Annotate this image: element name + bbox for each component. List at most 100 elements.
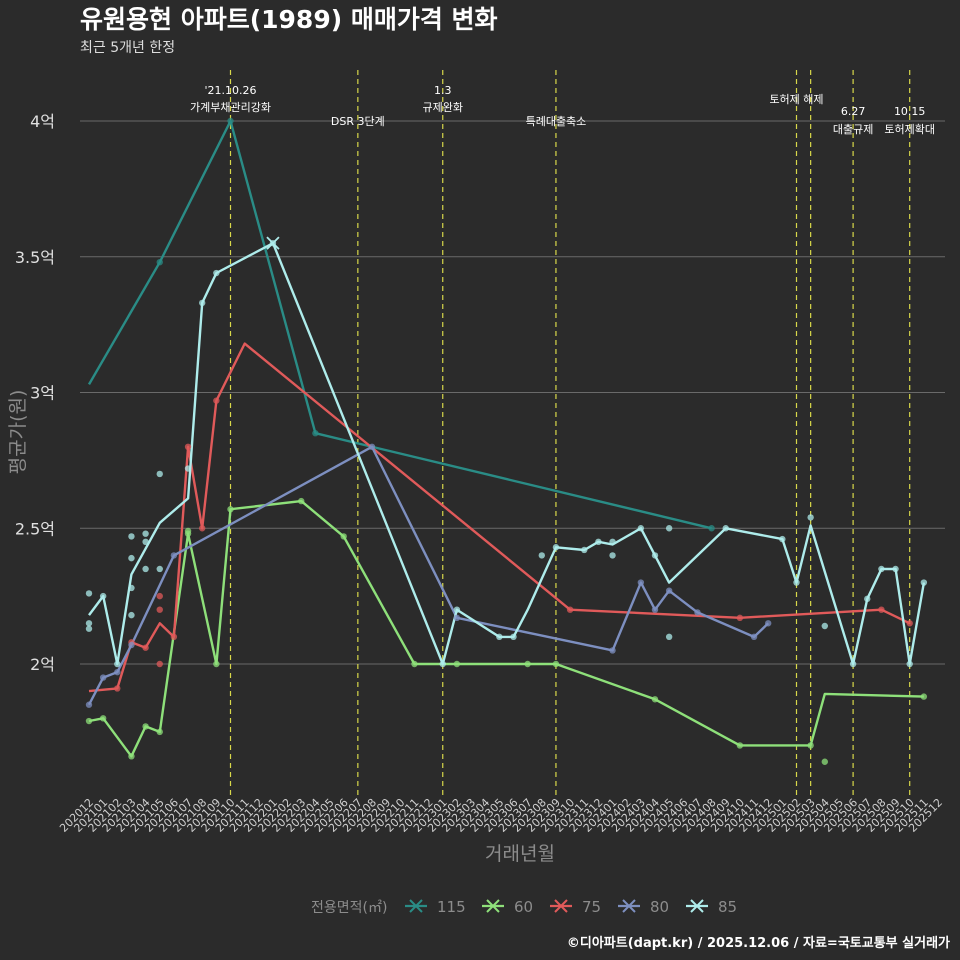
data-point-85 xyxy=(538,552,545,559)
legend-label: 80 xyxy=(650,898,669,916)
y-axis-ticks: 2억 2.5억 3억 3.5억 4억 xyxy=(15,112,55,674)
data-point-85 xyxy=(99,592,107,600)
data-point-115 xyxy=(227,117,234,125)
data-point-85 xyxy=(595,538,602,546)
data-point-80 xyxy=(651,606,659,613)
data-point-85 xyxy=(637,525,645,532)
data-point-85 xyxy=(665,525,673,532)
data-point-60 xyxy=(85,717,93,725)
data-point-85 xyxy=(864,595,871,603)
data-point-60 xyxy=(736,742,744,749)
data-point-60 xyxy=(227,506,234,513)
data-point-85 xyxy=(199,299,206,307)
y-tick-label: 2.5억 xyxy=(15,519,55,538)
data-point-80 xyxy=(609,647,616,654)
event-annotation: 6.27 xyxy=(841,105,866,118)
event-markers: '21.10.26 가계부채관리강화 DSR 3단계 1.3 규제완화특례대출축소토허제… xyxy=(190,70,935,795)
legend-label: 85 xyxy=(718,898,737,916)
data-point-75 xyxy=(156,660,163,668)
data-point-85 xyxy=(453,606,461,613)
credit-text: ©디아파트(dapt.kr) / 2025.12.06 / 자료=국토교통부 실… xyxy=(567,935,950,951)
data-point-115 xyxy=(708,525,715,532)
data-point-75 xyxy=(114,685,121,692)
data-point-85 xyxy=(142,530,149,537)
data-point-75 xyxy=(566,606,574,613)
event-annotation: DSR 3단계 xyxy=(331,115,385,128)
data-point-85 xyxy=(128,533,135,540)
data-point-75 xyxy=(736,614,744,622)
event-annotation: '21.10.26 xyxy=(204,84,256,97)
data-point-85 xyxy=(85,625,93,632)
data-point-85 xyxy=(496,633,503,641)
data-point-75 xyxy=(184,443,192,450)
data-point-85 xyxy=(128,584,135,592)
data-point-80 xyxy=(128,641,135,649)
event-annotation: 특례대출축소 xyxy=(526,115,587,128)
data-point-75 xyxy=(878,606,885,613)
data-point-60 xyxy=(213,660,220,668)
data-point-80 xyxy=(170,552,178,559)
data-point-60 xyxy=(524,660,531,668)
y-tick-label: 3억 xyxy=(30,384,55,403)
data-point-60 xyxy=(340,533,347,540)
data-point-80 xyxy=(694,609,701,616)
event-annotation: 1.3 xyxy=(434,84,452,97)
data-point-85 xyxy=(213,269,220,277)
legend-label: 115 xyxy=(437,898,466,916)
legend-swatch-x xyxy=(622,899,636,913)
data-point-80 xyxy=(99,674,107,681)
data-point-85 xyxy=(906,660,913,668)
peak-marker xyxy=(266,236,280,250)
legend-title: 전용면적(㎡) xyxy=(311,900,387,916)
data-point-85 xyxy=(821,622,828,630)
data-point-60 xyxy=(453,660,461,668)
chart-subtitle: 최근 5개년 한정 xyxy=(80,40,175,56)
event-annotation: 대출규제 xyxy=(833,123,873,136)
x-axis-title: 거래년월 xyxy=(485,843,555,865)
data-point-85 xyxy=(609,538,616,546)
data-point-85 xyxy=(651,552,659,559)
y-tick-label: 2억 xyxy=(30,655,55,674)
chart-title: 유원용현 아파트(1989) 매매가격 변화 xyxy=(80,5,498,34)
data-point-85 xyxy=(85,590,93,597)
data-point-85 xyxy=(128,611,135,619)
data-point-60 xyxy=(99,715,107,722)
data-point-60 xyxy=(142,723,149,730)
legend: 전용면적(㎡) 115 60 75 80 85 xyxy=(311,898,737,916)
series-line-80 xyxy=(87,445,770,706)
data-point-60 xyxy=(411,660,418,668)
data-point-60 xyxy=(298,497,305,505)
data-point-85 xyxy=(722,525,729,532)
data-point-75 xyxy=(906,620,913,627)
y-axis-title: 평균가(원) xyxy=(7,390,29,475)
data-point-85 xyxy=(892,565,899,573)
series-peak-markers xyxy=(266,236,280,250)
event-annotation: 10.15 xyxy=(894,105,926,118)
data-point-85 xyxy=(439,660,446,668)
data-point-60 xyxy=(651,696,659,703)
data-point-85 xyxy=(510,633,517,641)
data-point-85 xyxy=(142,538,149,546)
data-point-75 xyxy=(213,397,220,404)
data-point-60 xyxy=(552,660,560,668)
legend-swatch-x xyxy=(409,899,423,913)
data-point-75 xyxy=(156,592,163,600)
data-point-85 xyxy=(609,552,616,559)
data-point-80 xyxy=(637,579,645,586)
event-annotation: 토허제확대 xyxy=(884,123,935,136)
data-point-85 xyxy=(156,470,163,478)
data-point-80 xyxy=(85,701,93,708)
data-point-115 xyxy=(312,430,319,437)
data-point-75 xyxy=(199,525,206,532)
data-point-85 xyxy=(779,535,786,543)
data-point-80 xyxy=(453,614,461,622)
data-point-85 xyxy=(184,465,192,472)
data-point-80 xyxy=(765,620,772,627)
data-point-85 xyxy=(581,546,588,554)
event-annotation: 가계부채관리강화 xyxy=(190,101,271,114)
data-point-80 xyxy=(114,668,121,676)
data-point-80 xyxy=(750,633,758,641)
event-annotation: 규제완화 xyxy=(423,101,463,114)
